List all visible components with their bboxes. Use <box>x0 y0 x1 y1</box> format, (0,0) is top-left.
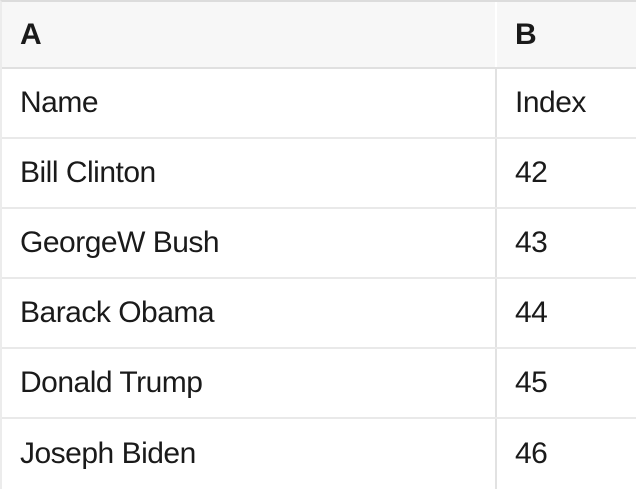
cell-index[interactable]: 44 <box>515 296 548 329</box>
cell-index[interactable]: 45 <box>515 366 548 399</box>
cell-name[interactable]: Donald Trump <box>2 349 497 417</box>
cell-name[interactable]: Barack Obama <box>2 279 497 347</box>
table-row: Joseph Biden 46 <box>2 419 636 489</box>
column-header-b[interactable]: B <box>515 17 537 51</box>
table-row: Donald Trump 45 <box>2 349 636 419</box>
table-row: Barack Obama 44 <box>2 279 636 349</box>
cell-name[interactable]: Bill Clinton <box>2 139 497 207</box>
table-row: GeorgeW Bush 43 <box>2 209 636 279</box>
cell-name[interactable]: Name <box>2 69 497 137</box>
column-header-a[interactable]: A <box>2 2 497 67</box>
cell-index[interactable]: 42 <box>515 156 548 189</box>
column-header-row: A B <box>2 2 636 69</box>
cell-name[interactable]: Joseph Biden <box>2 419 497 489</box>
cell-index[interactable]: 46 <box>515 437 548 470</box>
table-row: Name Index <box>2 69 636 139</box>
table-row: Bill Clinton 42 <box>2 139 636 209</box>
cell-index[interactable]: 43 <box>515 226 548 259</box>
cell-index[interactable]: Index <box>515 86 586 119</box>
cell-name[interactable]: GeorgeW Bush <box>2 209 497 277</box>
